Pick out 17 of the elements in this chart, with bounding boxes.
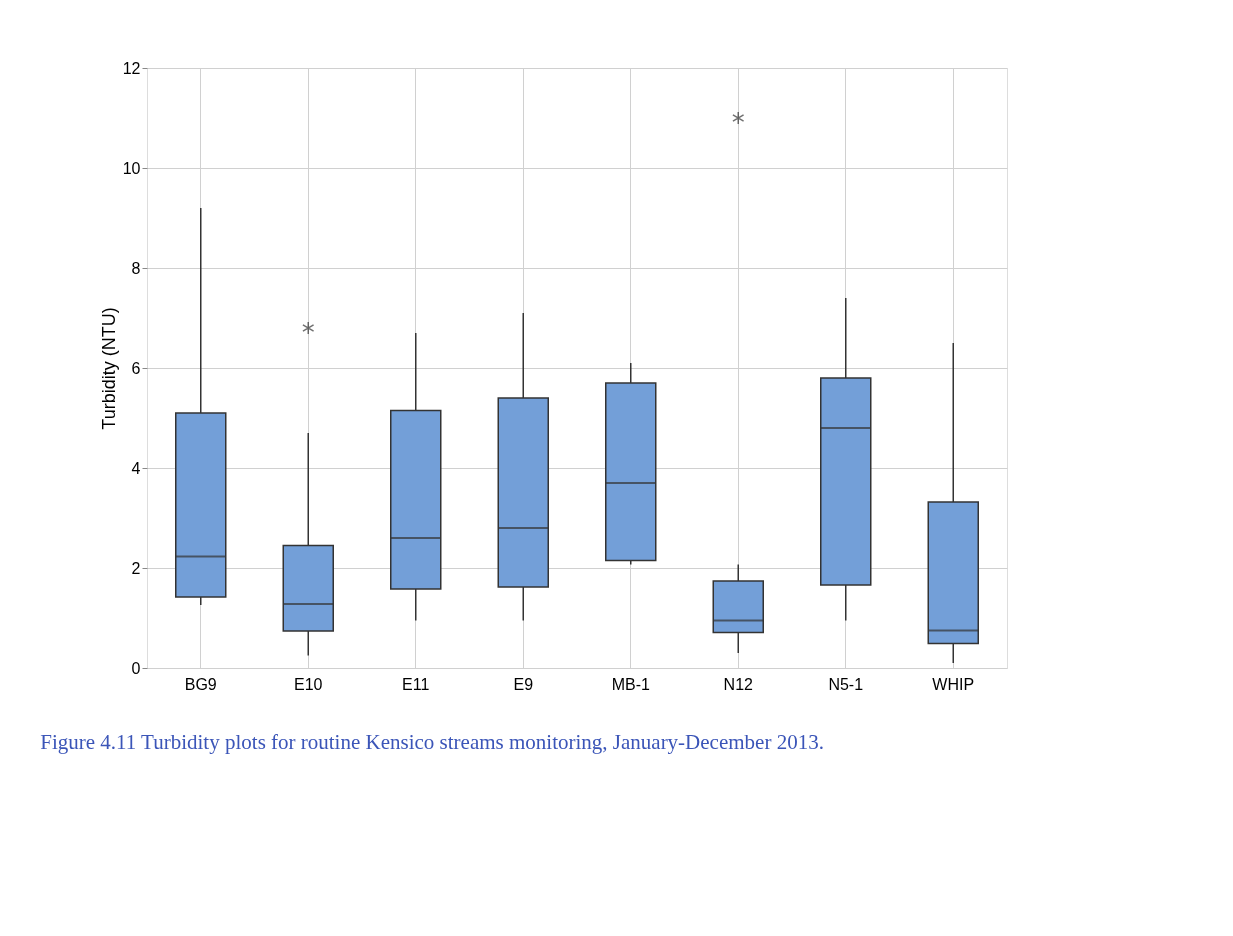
x-tick-label: E11 <box>402 675 430 693</box>
x-tick-label: E10 <box>294 675 323 693</box>
y-tick-label: 2 <box>131 559 141 577</box>
y-tick-label: 0 <box>131 659 141 677</box>
x-tick-label: BG9 <box>184 675 217 693</box>
x-tick-label: E9 <box>513 675 534 693</box>
x-tick-label: WHIP <box>932 675 975 693</box>
y-tick-label: 8 <box>131 259 141 277</box>
y-tick-label: 10 <box>122 159 141 177</box>
y-axis-title: Turbidity (NTU) <box>98 307 119 430</box>
x-tick-label: MB-1 <box>611 675 650 693</box>
x-tick-label: N5-1 <box>828 675 864 693</box>
y-tick-label: 6 <box>131 359 141 377</box>
x-tick-label: N12 <box>723 675 754 693</box>
y-tick-label: 12 <box>122 59 141 77</box>
y-tick-label: 4 <box>131 459 141 477</box>
caption: Figure 4.11 Turbidity plots for routine Kensico streams monitoring, January-December 2013. <box>40 730 824 754</box>
